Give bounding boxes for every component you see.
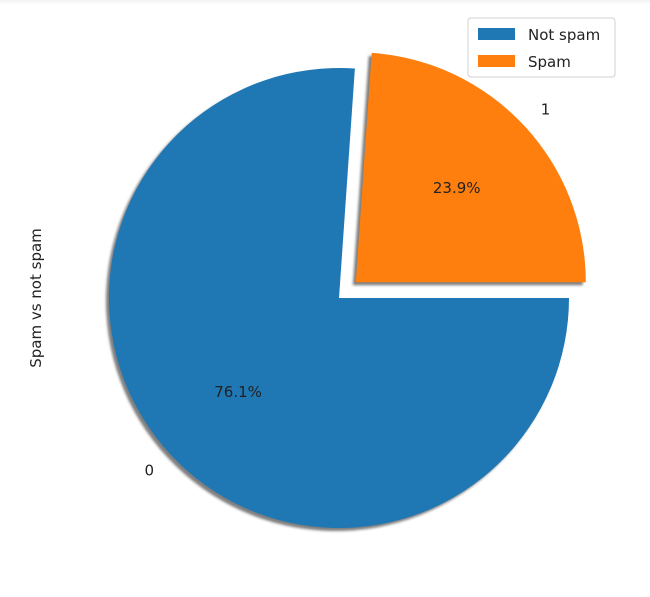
legend-swatch-spam xyxy=(478,55,515,67)
legend-label-not-spam: Not spam xyxy=(528,26,600,44)
legend: Not spam Spam xyxy=(467,17,616,78)
slice-category-label-1: 1 xyxy=(541,101,551,119)
slice-category-label-0: 0 xyxy=(144,462,154,480)
pie-slice-layer xyxy=(108,52,586,528)
legend-label-spam: Spam xyxy=(528,53,571,71)
legend-swatch-not-spam xyxy=(478,28,515,40)
pie-slice-1 xyxy=(355,52,586,283)
y-axis-label: Spam vs not spam xyxy=(27,228,45,368)
slice-percent-label-0: 76.1% xyxy=(214,383,262,401)
pie-label-layer: 0 76.1% 1 23.9% xyxy=(144,101,550,480)
slice-percent-label-1: 23.9% xyxy=(433,179,481,197)
pie-slice-0 xyxy=(108,67,569,528)
top-band xyxy=(0,0,650,4)
